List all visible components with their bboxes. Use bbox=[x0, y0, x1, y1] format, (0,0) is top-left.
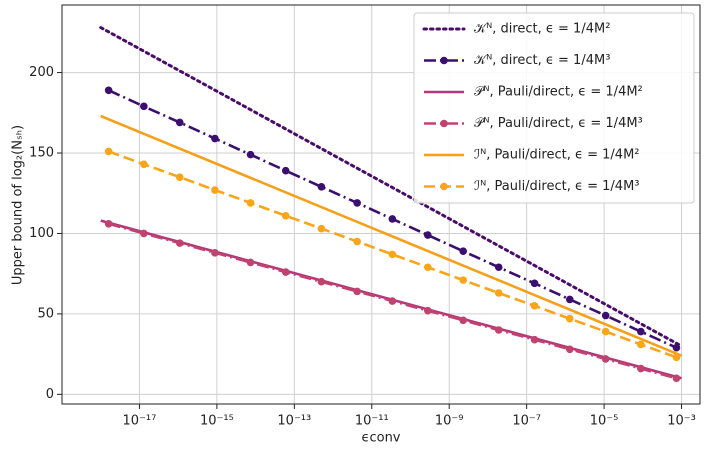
data-point bbox=[530, 335, 539, 344]
data-point bbox=[353, 237, 361, 246]
data-point bbox=[104, 147, 113, 156]
data-point bbox=[211, 248, 219, 257]
data-point bbox=[459, 316, 468, 325]
data-point bbox=[565, 345, 574, 354]
x-tick-label: 10⁻¹⁵ bbox=[200, 414, 234, 429]
data-point bbox=[423, 263, 432, 272]
legend: 𝒦ᴺ, direct, ϵ = 1/4M² 𝒦ᴺ, direct, ϵ = 1/4… bbox=[413, 12, 695, 204]
x-tick-label: 10⁻¹⁷ bbox=[123, 414, 157, 429]
data-point bbox=[672, 374, 681, 383]
data-point bbox=[140, 229, 148, 238]
data-point bbox=[601, 311, 610, 320]
data-point bbox=[317, 224, 326, 233]
data-point bbox=[637, 327, 645, 336]
data-point bbox=[317, 183, 326, 191]
data-point bbox=[211, 186, 219, 194]
legend-marker bbox=[440, 56, 448, 65]
legend-label: 𝒦ᴺ, direct, ϵ = 1/4M² bbox=[474, 22, 610, 37]
legend-marker bbox=[440, 182, 448, 191]
series-line bbox=[99, 26, 684, 348]
data-point bbox=[140, 102, 148, 111]
data-point bbox=[353, 287, 361, 296]
legend-label: ℐᴺ, Pauli/direct, ϵ = 1/4M³ bbox=[474, 179, 640, 194]
data-point bbox=[246, 150, 255, 159]
legend-label: 𝒦ᴺ, direct, ϵ = 1/4M³ bbox=[474, 53, 610, 68]
data-point bbox=[601, 327, 610, 336]
data-point bbox=[246, 258, 255, 267]
y-tick-label: 50 bbox=[37, 306, 54, 321]
data-point bbox=[317, 277, 326, 286]
x-tick-label: 10⁻⁷ bbox=[512, 414, 541, 429]
data-point bbox=[494, 263, 503, 272]
data-point bbox=[459, 247, 468, 255]
data-point bbox=[637, 364, 645, 373]
data-point bbox=[388, 215, 397, 223]
data-point bbox=[175, 239, 184, 247]
data-point bbox=[140, 160, 148, 169]
x-axis-label: ϵconv bbox=[361, 431, 400, 446]
data-point bbox=[246, 199, 255, 207]
data-point bbox=[423, 306, 432, 315]
legend-label: 𝒫ᴺ, Pauli/direct, ϵ = 1/4M³ bbox=[474, 116, 643, 131]
data-point bbox=[211, 134, 219, 143]
data-point bbox=[494, 289, 503, 297]
data-point bbox=[601, 355, 610, 363]
x-tick-label: 10⁻¹³ bbox=[277, 414, 311, 429]
y-tick-label: 200 bbox=[29, 65, 54, 80]
legend-label: ℐᴺ, Pauli/direct, ϵ = 1/4M² bbox=[474, 148, 640, 163]
legend-marker bbox=[440, 119, 448, 128]
legend-label: 𝒫ᴺ, Pauli/direct, ϵ = 1/4M² bbox=[474, 85, 643, 100]
data-point bbox=[530, 302, 539, 310]
data-point bbox=[281, 166, 290, 175]
data-point bbox=[281, 211, 290, 220]
data-point bbox=[175, 173, 184, 181]
y-axis-label: Upper bound of log₂(Nₛₕ) bbox=[11, 125, 26, 285]
data-point bbox=[104, 220, 113, 228]
data-point bbox=[565, 295, 574, 304]
data-point bbox=[672, 353, 681, 362]
data-point bbox=[565, 314, 574, 323]
y-tick-label: 150 bbox=[29, 146, 54, 161]
plot-frame bbox=[61, 4, 701, 405]
data-point bbox=[423, 231, 432, 239]
data-point bbox=[175, 118, 184, 127]
y-tick-label: 100 bbox=[29, 226, 54, 241]
x-tick-label: 10⁻⁵ bbox=[590, 414, 619, 429]
legend-box bbox=[413, 12, 695, 204]
data-point bbox=[388, 297, 397, 305]
series-line bbox=[100, 114, 683, 357]
data-point bbox=[104, 86, 113, 95]
x-tick-label: 10⁻¹¹ bbox=[355, 414, 389, 429]
data-point bbox=[388, 250, 397, 259]
data-point bbox=[353, 199, 361, 207]
x-tick-label: 10⁻³ bbox=[667, 414, 696, 429]
series-line bbox=[108, 150, 677, 359]
data-point bbox=[672, 343, 681, 352]
x-tick-label: 10⁻⁹ bbox=[435, 414, 464, 429]
data-point bbox=[530, 279, 539, 288]
y-tick-label: 0 bbox=[46, 387, 54, 402]
data-point bbox=[459, 276, 468, 284]
data-point bbox=[494, 326, 503, 334]
data-point bbox=[637, 340, 645, 349]
data-point bbox=[281, 268, 290, 276]
